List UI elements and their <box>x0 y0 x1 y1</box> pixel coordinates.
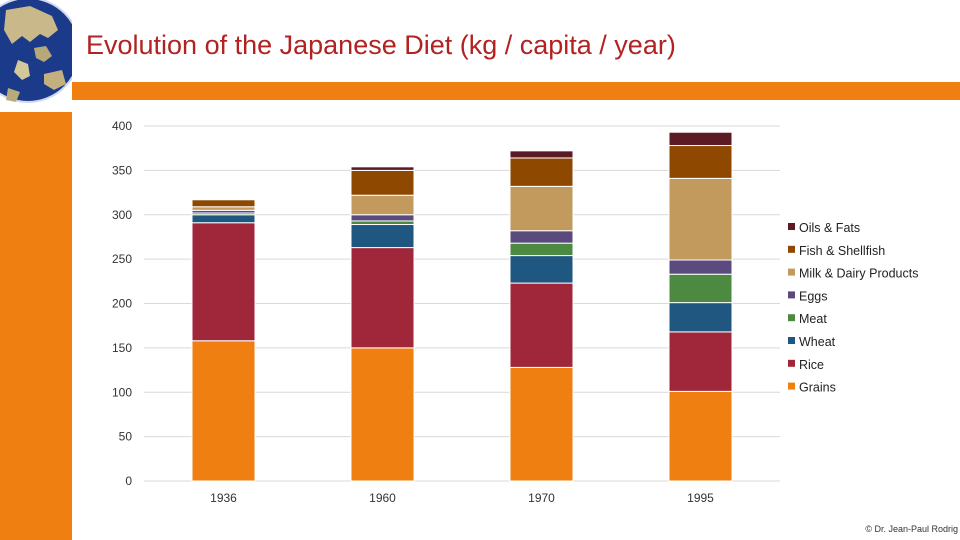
stacked-bar-chart: 0 50 100 150 200 250 300 350 400 1936 1960 1970 199… <box>112 119 919 505</box>
bar-segment-grains-1960 <box>350 347 415 482</box>
y-tick-label: 0 <box>125 474 132 488</box>
bar-segment-fish-shellfish-1970 <box>509 157 574 187</box>
x-tick-label: 1995 <box>687 491 714 505</box>
legend-swatch <box>788 314 795 322</box>
x-tick-label: 1936 <box>210 491 237 505</box>
copyright-credit: © Dr. Jean-Paul Rodrig <box>865 524 958 534</box>
bar-segment-oils-fats-1970 <box>509 150 574 159</box>
bar-segment-meat-1995 <box>668 273 733 304</box>
y-tick-label: 400 <box>112 119 132 133</box>
legend-label: Fish & Shellfish <box>799 244 885 258</box>
bar-segment-milk-dairy-products-1936 <box>191 206 256 211</box>
x-tick-label: 1970 <box>528 491 555 505</box>
legend-label: Eggs <box>799 289 828 303</box>
bar-segment-rice-1936 <box>191 222 256 342</box>
y-tick-label: 100 <box>112 385 132 399</box>
legend-label: Grains <box>799 381 836 395</box>
legend-swatch <box>788 382 795 390</box>
x-axis-ticks: 1936 1960 1970 1995 <box>210 491 714 505</box>
bar-segment-grains-1970 <box>509 366 574 482</box>
bar-segment-wheat-1970 <box>509 255 574 284</box>
legend-label: Rice <box>799 358 824 372</box>
bar-segment-eggs-1995 <box>668 259 733 275</box>
legend-swatch <box>788 359 795 367</box>
bar-segment-wheat-1960 <box>350 224 415 249</box>
y-tick-label: 350 <box>112 163 132 177</box>
y-tick-label: 200 <box>112 297 132 311</box>
bar-segment-wheat-1936 <box>191 214 256 224</box>
bar-segment-grains-1936 <box>191 340 256 482</box>
legend-label: Oils & Fats <box>799 221 860 235</box>
bar-segment-eggs-1970 <box>509 230 574 244</box>
bar-segment-fish-shellfish-1995 <box>668 145 733 179</box>
legend-label: Wheat <box>799 335 836 349</box>
bar-segment-rice-1970 <box>509 282 574 368</box>
legend-swatch <box>788 291 795 299</box>
y-tick-label: 250 <box>112 252 132 266</box>
bar-segment-fish-shellfish-1960 <box>350 169 415 196</box>
bar-segment-milk-dairy-products-1995 <box>668 177 733 261</box>
legend-swatch <box>788 245 795 253</box>
y-tick-label: 150 <box>112 341 132 355</box>
bar-segment-oils-fats-1936 <box>191 198 256 201</box>
bar-segment-fish-shellfish-1936 <box>191 199 256 208</box>
y-tick-label: 50 <box>119 430 133 444</box>
page-title: Evolution of the Japanese Diet (kg / cap… <box>86 30 676 60</box>
x-tick-label: 1960 <box>369 491 396 505</box>
legend-label: Meat <box>799 312 827 326</box>
legend-swatch <box>788 337 795 344</box>
bar-segment-milk-dairy-products-1960 <box>350 194 415 216</box>
chart-bars <box>191 131 733 482</box>
legend-swatch <box>788 223 795 230</box>
bar-segment-rice-1995 <box>668 331 733 392</box>
y-tick-label: 300 <box>112 208 132 222</box>
bar-segment-milk-dairy-products-1970 <box>509 185 574 232</box>
y-axis-ticks: 0 50 100 150 200 250 300 350 400 <box>112 119 132 488</box>
globe-logo <box>0 0 72 112</box>
bar-segment-meat-1960 <box>350 220 415 226</box>
legend-label: Milk & Dairy Products <box>799 267 918 281</box>
chart-legend: Oils & Fats Fish & Shellfish Milk & Dairy … <box>788 221 918 395</box>
bar-segment-rice-1960 <box>350 247 415 349</box>
bar-segment-meat-1970 <box>509 242 574 257</box>
title-underbar <box>72 82 960 100</box>
legend-swatch <box>788 268 795 276</box>
bar-segment-wheat-1995 <box>668 302 733 333</box>
bar-segment-eggs-1960 <box>350 214 415 222</box>
bar-segment-oils-fats-1960 <box>350 166 415 171</box>
bar-segment-oils-fats-1995 <box>668 131 733 147</box>
bar-segment-grains-1995 <box>668 390 733 482</box>
